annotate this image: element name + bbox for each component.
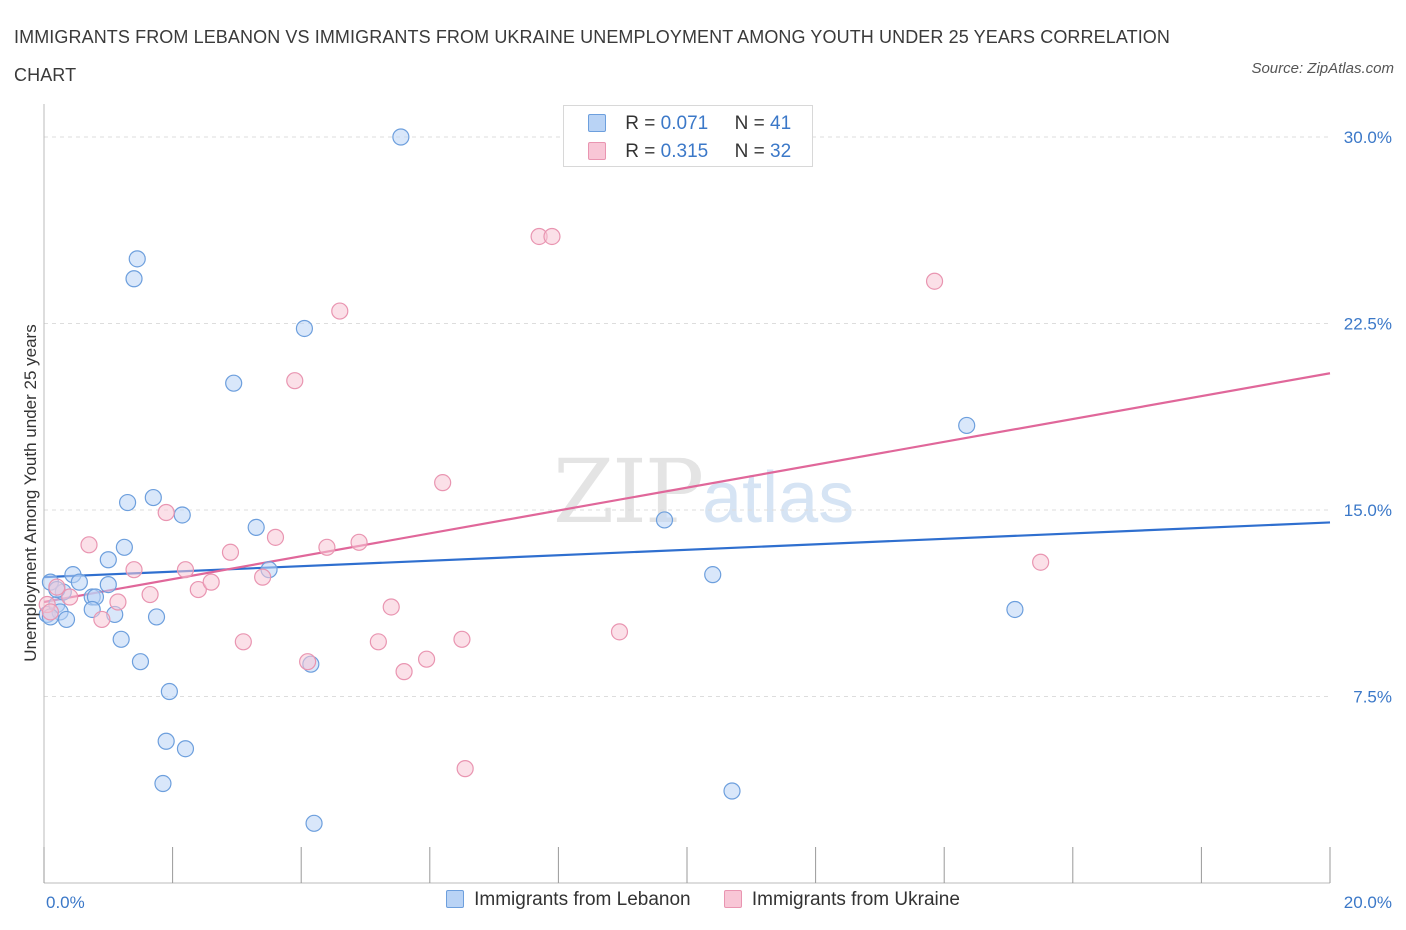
lebanon-point <box>225 374 243 392</box>
legend-row-lebanon: R = 0.071 N = 41 <box>588 110 791 138</box>
lebanon-point <box>704 566 722 584</box>
legend-r-label: R = <box>625 113 656 134</box>
ukraine-point <box>417 650 436 668</box>
ukraine-swatch <box>588 142 606 160</box>
lebanon-trend-line <box>43 521 1331 579</box>
source-label: Source: ZipAtlas.com <box>1251 60 1394 77</box>
lebanon-point <box>655 511 674 529</box>
ukraine-point <box>456 760 474 778</box>
ukraine-point <box>434 474 452 492</box>
chart-title: IMMIGRANTS FROM LEBANON VS IMMIGRANTS FR… <box>14 27 1171 85</box>
lebanon-point <box>160 682 178 701</box>
x-tick-label: 20.0% <box>1344 893 1392 912</box>
lebanon-swatch <box>446 890 465 908</box>
lebanon-point <box>295 319 314 338</box>
ukraine-point <box>286 372 304 390</box>
legend-n-value: 32 <box>770 141 792 162</box>
x-tick-label: 0.0% <box>46 893 85 912</box>
ukraine-point <box>299 653 317 671</box>
legend-label-ukraine: Immigrants from Ukraine <box>751 889 960 910</box>
y-tick-label: 7.5% <box>1353 688 1392 707</box>
ukraine-point <box>453 630 471 648</box>
axes <box>43 104 1331 884</box>
lebanon-point <box>115 538 133 556</box>
lebanon-point <box>173 506 191 524</box>
ukraine-point <box>202 573 220 591</box>
legend-n-label: N = <box>734 113 765 134</box>
y-tick-label: 22.5% <box>1344 315 1392 334</box>
lebanon-point <box>57 610 76 629</box>
ukraine-point <box>221 543 240 561</box>
ukraine-point <box>189 580 207 599</box>
ukraine-point <box>80 536 98 554</box>
y-axis-label: Unemployment Among Youth under 25 years <box>21 324 40 661</box>
lebanon-swatch <box>588 114 606 132</box>
legend-item-lebanon: Immigrants from Lebanon <box>446 889 691 911</box>
ukraine-point <box>157 503 175 522</box>
ukraine-point <box>543 227 561 246</box>
watermark: ZIPatlas <box>553 440 854 543</box>
ukraine-point <box>125 561 143 579</box>
ukraine-point <box>41 603 60 621</box>
lebanon-point <box>147 608 166 626</box>
lebanon-point <box>154 774 172 793</box>
lebanon-point <box>157 732 175 750</box>
ukraine-point <box>350 533 368 551</box>
legend-r-value: 0.071 <box>660 113 709 134</box>
legend-item-ukraine: Immigrants from Ukraine <box>723 889 960 911</box>
ukraine-point <box>925 272 944 290</box>
ukraine-point <box>382 598 400 616</box>
lebanon-point <box>247 518 265 537</box>
ukraine-trend-line <box>43 372 1331 604</box>
lebanon-point <box>131 653 150 671</box>
lebanon-point <box>958 416 976 435</box>
tick-labels: 7.5% 15.0% 22.5% 30.0% 0.0% 20.0% <box>46 128 1392 912</box>
lebanon-point <box>70 573 88 591</box>
ukraine-point <box>610 623 629 641</box>
lebanon-point <box>112 630 130 648</box>
data-points <box>38 128 1050 832</box>
trend-lines <box>43 372 1331 604</box>
ukraine-point <box>93 610 111 629</box>
ukraine-point <box>1032 553 1050 571</box>
series-legend: Immigrants from Lebanon Immigrants from … <box>0 889 1406 911</box>
correlation-legend: R = 0.071 N = 41 R = 0.315 N = 32 <box>563 105 813 167</box>
legend-r-value: 0.315 <box>660 141 709 162</box>
grid-lines <box>44 136 1330 697</box>
lebanon-point <box>99 551 117 569</box>
y-tick-label: 30.0% <box>1344 128 1392 147</box>
lebanon-point <box>99 575 117 594</box>
lebanon-point <box>144 488 162 507</box>
ukraine-point <box>254 568 272 586</box>
ukraine-point <box>331 302 349 320</box>
legend-label-lebanon: Immigrants from Lebanon <box>474 889 691 910</box>
y-tick-label: 15.0% <box>1344 501 1392 520</box>
legend-row-ukraine: R = 0.315 N = 32 <box>588 138 791 166</box>
ukraine-point <box>266 528 285 546</box>
lebanon-point <box>118 493 137 512</box>
ukraine-swatch <box>723 890 742 908</box>
ukraine-point <box>141 585 159 604</box>
lebanon-point <box>125 270 143 288</box>
lebanon-point <box>1006 600 1024 619</box>
ukraine-point <box>109 593 127 611</box>
ukraine-point <box>318 538 336 556</box>
lebanon-point <box>176 740 195 758</box>
ukraine-point <box>234 633 252 651</box>
ukraine-point <box>48 578 66 596</box>
legend-n-value: 41 <box>770 113 792 134</box>
lebanon-point <box>723 782 741 800</box>
legend-n-label: N = <box>734 141 765 162</box>
ukraine-point <box>369 633 387 651</box>
watermark-zip: ZIP <box>553 440 704 543</box>
ukraine-point <box>61 588 79 606</box>
legend-r-label: R = <box>625 141 656 162</box>
lebanon-point <box>305 814 323 832</box>
lebanon-point <box>128 250 146 268</box>
lebanon-point <box>392 128 410 146</box>
ukraine-point <box>176 561 195 579</box>
ukraine-point <box>395 663 413 681</box>
